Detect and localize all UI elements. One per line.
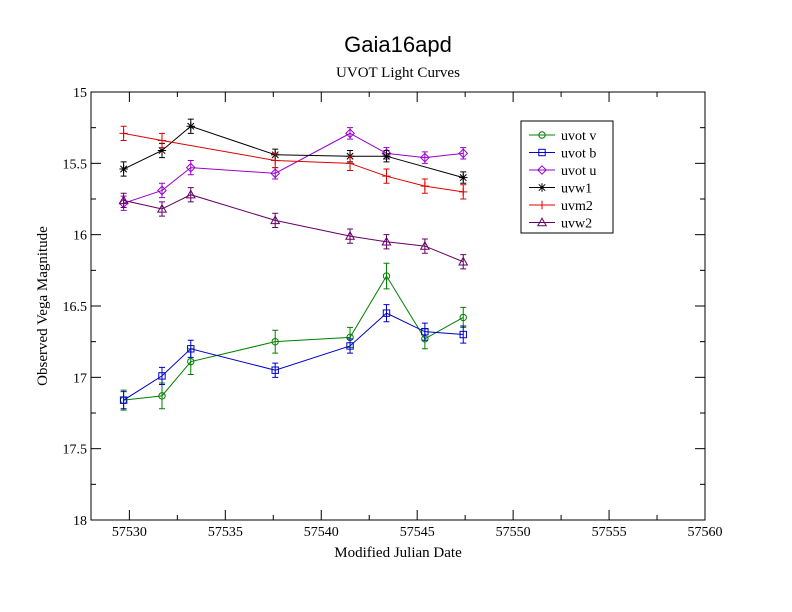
- data-point: [187, 357, 195, 366]
- legend-label: uvw2: [561, 217, 592, 232]
- data-point: [119, 396, 128, 404]
- series-line: [123, 132, 464, 193]
- data-point: [157, 146, 167, 155]
- legend-marker: [538, 131, 546, 139]
- series-line: [123, 312, 464, 401]
- x-tick-label: 57530: [112, 525, 147, 540]
- data-point: [382, 171, 391, 181]
- data-point: [459, 187, 468, 197]
- data-point: [156, 203, 168, 213]
- data-point: [271, 156, 280, 165]
- plot-area: 57530 57535 57540 57545 57550 57555 57560 15 15.…: [63, 86, 723, 540]
- legend-label: uvot v: [561, 129, 596, 144]
- error-bar: [158, 182, 165, 199]
- error-bar: [187, 339, 194, 358]
- chart-subtitle: UVOT Light Curves: [336, 65, 460, 81]
- series-uvot-u: [118, 127, 469, 211]
- legend: uvot v uvot b uvot u uvw1 uvm2 uvw2: [520, 120, 614, 234]
- legend-label: uvot u: [561, 164, 596, 179]
- data-point: [458, 148, 469, 159]
- series-line: [123, 194, 464, 263]
- data-point: [421, 327, 429, 336]
- data-point: [459, 313, 467, 322]
- legend-label: uvm2: [561, 199, 593, 214]
- y-tick-label: 16: [73, 229, 87, 244]
- data-point: [158, 372, 166, 380]
- data-point: [345, 128, 355, 139]
- series-line: [123, 275, 464, 401]
- data-point: [270, 168, 281, 179]
- data-point: [185, 162, 196, 173]
- y-tick-label: 17: [73, 371, 87, 386]
- data-point: [344, 230, 356, 240]
- data-point: [271, 366, 279, 374]
- legend-marker: [537, 200, 547, 210]
- x-tick-label: 57545: [400, 525, 435, 540]
- series-line: [123, 125, 464, 179]
- legend-label: uvw1: [561, 182, 592, 197]
- y-tick-label: 17.5: [63, 443, 88, 458]
- series-uvm2: [119, 125, 468, 200]
- error-bar: [158, 366, 165, 385]
- data-point: [186, 122, 195, 131]
- error-bar: [383, 304, 390, 323]
- y-tick-label: 15: [73, 86, 87, 101]
- data-point: [187, 345, 195, 353]
- legend-label: uvot b: [561, 147, 596, 162]
- data-point: [382, 152, 391, 161]
- chart-title: Gaia16apd: [344, 32, 452, 57]
- legend-marker: [538, 148, 546, 157]
- data-point: [346, 342, 354, 350]
- legend-marker: [537, 165, 547, 175]
- error-bar: [460, 306, 467, 328]
- y-axis-label: Observed Vega Magnitude: [35, 226, 51, 386]
- legend-box: [520, 120, 614, 234]
- data-point: [119, 129, 128, 138]
- error-bar: [347, 338, 354, 354]
- series-uvw1: [119, 118, 468, 184]
- x-axis-label: Modified Julian Date: [334, 545, 462, 561]
- data-point: [118, 195, 129, 205]
- x-tick-label: 57540: [304, 525, 339, 540]
- data-point: [419, 152, 430, 163]
- data-point: [458, 256, 469, 266]
- data-point: [382, 309, 391, 317]
- data-point: [459, 330, 467, 339]
- x-tick-label: 57560: [688, 525, 723, 540]
- error-bar: [383, 262, 390, 290]
- x-tick-label: 57535: [208, 525, 243, 540]
- error-bar: [421, 322, 428, 341]
- legend-marker: [537, 183, 547, 192]
- series-uvot-b: [119, 304, 467, 410]
- series-line: [123, 132, 464, 204]
- series-uvot-v: [119, 262, 467, 411]
- data-point: [270, 215, 281, 225]
- data-point: [158, 392, 166, 400]
- data-point: [382, 272, 391, 280]
- y-tick-label: 15.5: [63, 157, 88, 172]
- error-bar: [460, 325, 467, 344]
- x-tick-label: 57555: [592, 525, 627, 540]
- data-point: [271, 337, 279, 346]
- y-tick-label: 16.5: [63, 300, 88, 315]
- data-point: [157, 136, 167, 145]
- data-point: [185, 189, 196, 199]
- series-uvw2: [118, 187, 469, 270]
- y-tick-label: 18: [73, 514, 87, 529]
- data-point: [381, 236, 392, 246]
- data-point: [157, 185, 167, 196]
- x-tick-label: 57550: [496, 525, 531, 540]
- data-point: [345, 159, 355, 168]
- data-point: [119, 164, 128, 174]
- data-point: [419, 240, 430, 250]
- data-point: [420, 181, 430, 191]
- error-bar: [272, 362, 279, 378]
- error-bar: [120, 391, 127, 410]
- error-bar: [272, 329, 279, 354]
- data-point: [459, 173, 468, 182]
- legend-marker: [536, 217, 548, 227]
